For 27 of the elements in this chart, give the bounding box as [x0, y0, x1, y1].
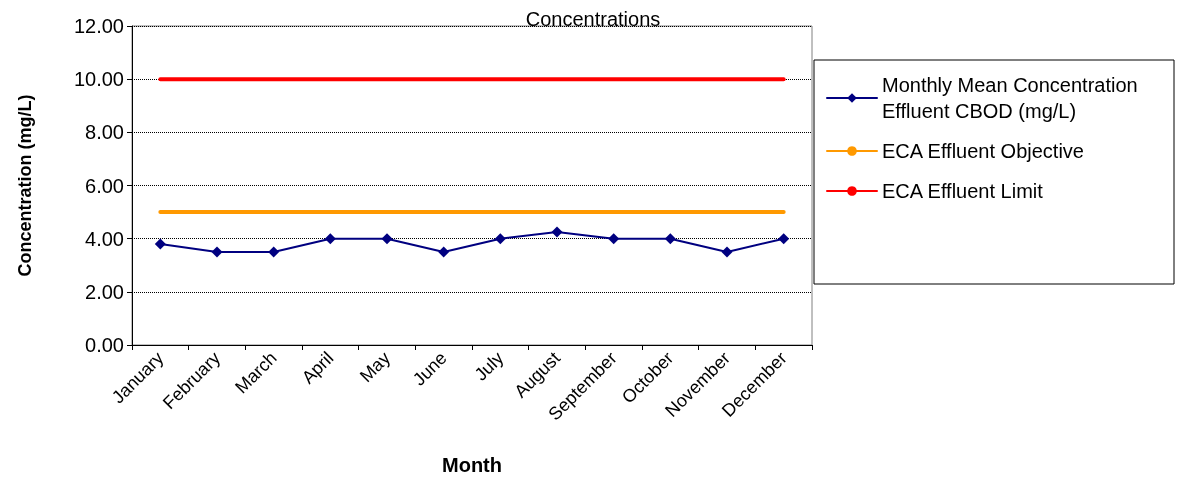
- point: [268, 246, 280, 258]
- legend-label: Monthly Mean Concentration Effluent CBOD (mg/L): [882, 74, 1144, 122]
- point: [608, 233, 620, 245]
- point: [778, 233, 790, 245]
- x-tick-label: May: [355, 347, 395, 387]
- y-tick-label: 12.00: [73, 15, 124, 37]
- point: [664, 233, 676, 245]
- y-axis-title: Concentration (mg/L): [15, 94, 35, 277]
- y-tick-label: 10.00: [73, 68, 124, 91]
- point: [324, 233, 336, 245]
- y-tick-label: 0.00: [85, 334, 124, 356]
- point: [211, 246, 223, 258]
- y-tick-label: 2.00: [85, 280, 124, 303]
- point: [154, 238, 166, 250]
- y-tick-label: 6.00: [85, 174, 124, 197]
- y-tick-label: 8.00: [85, 121, 124, 144]
- point: [381, 233, 393, 245]
- point: [551, 226, 563, 238]
- x-axis-title: Month: [442, 454, 502, 476]
- point: [438, 246, 450, 258]
- point: [721, 246, 733, 258]
- chart-title: Concentrations: [525, 8, 661, 30]
- legend-label: ECA Effluent Limit: [882, 180, 1044, 202]
- legend-label: ECA Effluent Objective: [882, 140, 1084, 162]
- point: [494, 233, 506, 245]
- x-tick-label: July: [470, 347, 508, 385]
- y-tick-label: 4.00: [85, 227, 124, 250]
